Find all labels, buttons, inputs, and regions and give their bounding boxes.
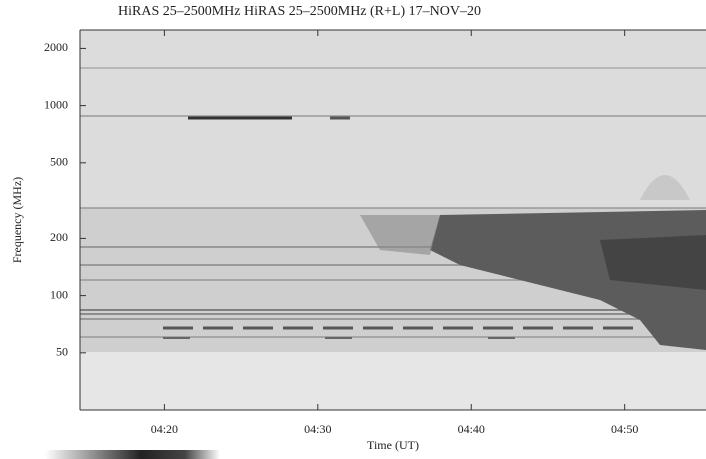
x-tick-label: 04:40 (458, 422, 485, 436)
x-tick-label: 04:50 (611, 422, 638, 436)
y-tick-label: 50 (56, 345, 68, 359)
x-tick-label: 04:30 (304, 422, 331, 436)
y-axis-label: Frequency (MHz) (10, 177, 24, 263)
y-tick-label: 100 (50, 287, 68, 301)
y-tick-label: 200 (50, 230, 68, 244)
colorbar (45, 450, 220, 459)
x-axis-label: Time (UT) (367, 438, 419, 452)
x-tick-label: 04:20 (151, 422, 178, 436)
chart-title: HiRAS 25–2500MHz HiRAS 25–2500MHz (R+L) … (118, 4, 481, 19)
y-tick-label: 500 (50, 155, 68, 169)
y-tick-label: 1000 (44, 97, 68, 111)
spectrogram-image (80, 30, 706, 410)
y-tick-label: 2000 (44, 40, 68, 54)
